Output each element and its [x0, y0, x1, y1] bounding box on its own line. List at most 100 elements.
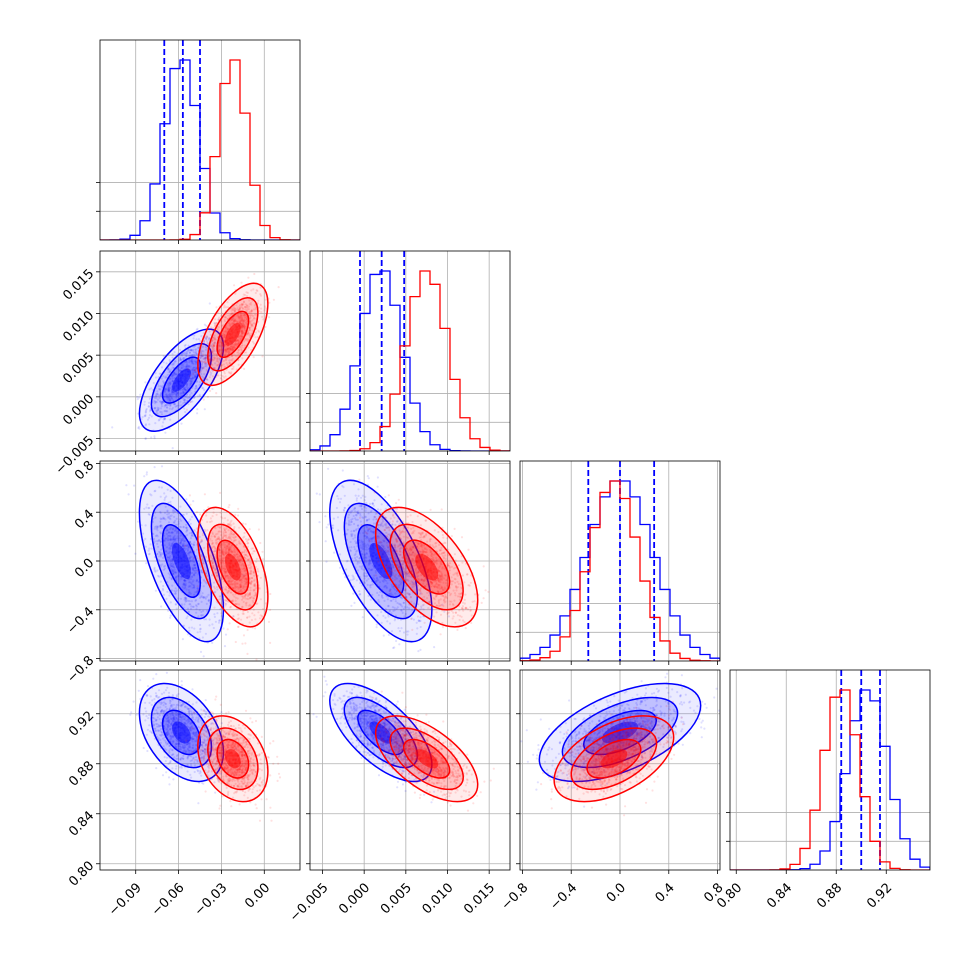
sample-point [226, 301, 229, 304]
sample-point [152, 532, 155, 536]
sample-point [138, 427, 141, 430]
sample-point [157, 559, 160, 562]
sample-point [250, 323, 254, 326]
sample-point [231, 359, 234, 362]
sample-point [193, 368, 196, 372]
sample-point [171, 356, 174, 359]
sample-point [231, 348, 234, 351]
sample-point [230, 313, 233, 316]
sample-point [156, 525, 159, 528]
sample-point [144, 424, 147, 427]
sample-point [226, 317, 229, 320]
sample-point [148, 423, 151, 426]
scatter-panel [96, 250, 301, 455]
sample-point [164, 375, 167, 378]
sample-point [153, 437, 156, 440]
sample-point [205, 338, 208, 341]
sample-point [227, 371, 230, 374]
sample-point [234, 319, 237, 322]
sample-point [244, 294, 247, 297]
sample-point [181, 543, 184, 546]
sample-point [253, 272, 256, 276]
sample-point [195, 385, 198, 388]
sample-point [189, 503, 192, 506]
sample-point [204, 354, 207, 357]
sample-point [183, 399, 186, 402]
sample-point [161, 517, 164, 520]
sample-point [211, 359, 214, 362]
sample-point [179, 526, 183, 529]
sample-point [174, 392, 177, 395]
sample-point [194, 370, 197, 374]
sample-point [193, 360, 196, 363]
sample-point [159, 580, 162, 583]
sample-point [163, 417, 166, 420]
sample-point [220, 365, 223, 368]
sample-point [190, 374, 193, 377]
sample-point [184, 410, 187, 414]
sample-point [194, 374, 197, 377]
sample-point [169, 614, 172, 617]
sample-point [212, 327, 215, 330]
sample-point [189, 401, 192, 404]
sample-point [157, 545, 160, 548]
sample-point [235, 339, 238, 342]
sample-point [164, 550, 167, 553]
sample-point [169, 560, 172, 563]
sample-point [219, 340, 222, 343]
sample-point [160, 401, 163, 404]
sample-point [220, 345, 223, 348]
sample-point [202, 585, 205, 588]
sample-point [260, 311, 263, 314]
sample-point [170, 568, 173, 571]
sample-point [200, 362, 203, 365]
sample-point [170, 393, 173, 396]
sample-point [189, 550, 192, 553]
sample-point [187, 344, 190, 347]
sample-point [202, 353, 205, 356]
sample-point [190, 369, 193, 372]
sample-point [194, 387, 197, 390]
sample-point [200, 355, 203, 358]
sample-point [194, 351, 197, 354]
sample-point [175, 393, 178, 396]
sample-point [225, 602, 228, 605]
sample-point [211, 375, 214, 378]
sample-point [224, 316, 227, 319]
sample-point [166, 373, 169, 376]
sample-point [176, 391, 179, 395]
sample-point [187, 364, 191, 368]
sample-point [200, 360, 203, 363]
sample-point [258, 330, 261, 333]
sample-point [166, 406, 169, 409]
sample-point [207, 342, 210, 345]
sample-point [180, 353, 183, 356]
sample-point [196, 548, 199, 551]
sample-point [213, 341, 217, 344]
sample-point [203, 528, 206, 531]
sample-point [172, 536, 175, 539]
sample-point [241, 357, 244, 360]
sample-point [201, 354, 204, 358]
sample-point [169, 500, 172, 503]
sample-point [189, 560, 192, 563]
sample-point [159, 393, 162, 396]
sample-point [248, 310, 251, 314]
sample-point [237, 316, 240, 319]
sample-point [225, 345, 228, 349]
sample-point [173, 403, 176, 406]
sample-point [194, 369, 197, 372]
sample-point [209, 359, 212, 362]
sample-point [212, 343, 215, 346]
sample-point [162, 565, 165, 568]
sample-point [223, 318, 226, 321]
sample-point [239, 313, 242, 316]
sample-point [148, 388, 151, 391]
sample-point [175, 394, 178, 398]
sample-point [196, 591, 199, 594]
sample-point [207, 599, 210, 602]
sample-point [194, 386, 197, 389]
sample-point [185, 384, 188, 387]
sample-point [223, 370, 226, 373]
sample-point [269, 592, 272, 596]
